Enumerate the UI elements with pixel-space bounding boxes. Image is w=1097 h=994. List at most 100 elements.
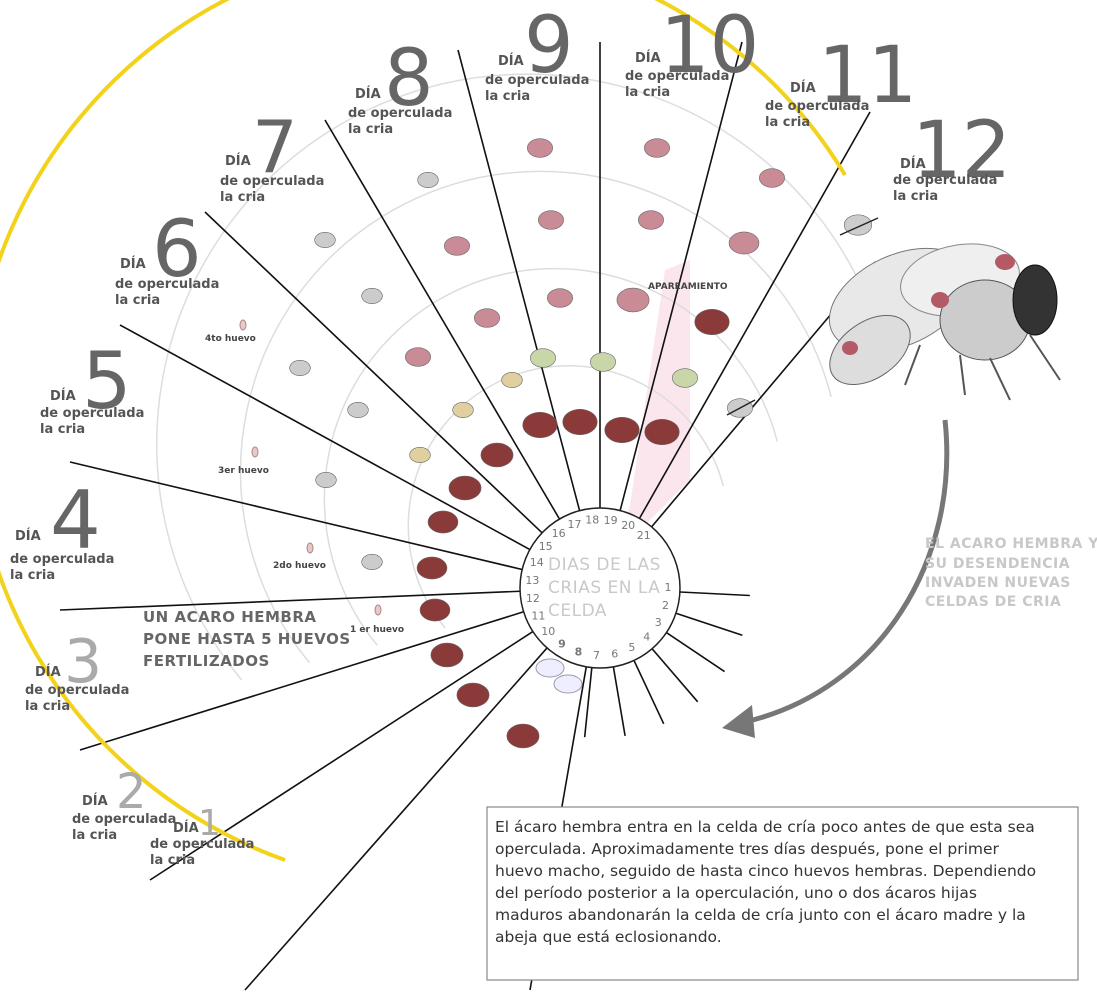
right-note: CELDAS DE CRIA <box>925 594 1061 610</box>
mite <box>419 598 451 622</box>
arrow-head <box>722 705 755 738</box>
day-subtitle: de operculada <box>348 106 452 121</box>
egg <box>239 319 247 331</box>
egg <box>374 604 382 616</box>
day-number: 12 <box>912 106 1011 196</box>
egg <box>306 542 314 554</box>
day-number: 5 <box>82 337 132 427</box>
mite <box>506 723 540 749</box>
circle-number: 6 <box>611 647 618 660</box>
tick <box>612 666 626 737</box>
mites <box>239 138 879 749</box>
right-note: SU DESENDENCIA <box>925 556 1070 572</box>
mite <box>480 442 514 468</box>
paragraph-line: abeja que está eclosionando. <box>495 928 722 946</box>
ray <box>59 590 521 611</box>
paragraph-line: maduros abandonarán la celda de cría jun… <box>495 906 1026 924</box>
mite <box>314 232 336 248</box>
day-subtitle: de operculada <box>150 837 254 852</box>
egg-label: 3er huevo <box>218 466 269 476</box>
day-word: DÍA <box>498 53 524 69</box>
circle-number: 18 <box>585 513 599 526</box>
mating-sector <box>600 260 690 588</box>
circle-number: 5 <box>628 641 635 654</box>
circle-number: 12 <box>526 592 540 605</box>
egg-label: 2do huevo <box>273 561 326 571</box>
mite <box>562 408 598 436</box>
day-subtitle: de operculada <box>625 69 729 84</box>
mite <box>361 554 383 570</box>
circle-number: 7 <box>593 649 600 662</box>
right-note: EL ACARO HEMBRA Y <box>925 536 1097 552</box>
mite <box>644 138 670 158</box>
circle-number: 10 <box>541 625 555 638</box>
tick <box>633 660 665 725</box>
day-number: 8 <box>384 34 434 124</box>
day-subtitle: la cria <box>893 189 938 204</box>
day-number: 7 <box>252 105 298 189</box>
circle-number: 13 <box>525 574 539 587</box>
mite <box>616 287 650 313</box>
pupa <box>535 658 565 678</box>
day-word: DÍA <box>900 156 926 172</box>
egg <box>251 446 259 458</box>
mite <box>361 288 383 304</box>
day-word: DÍA <box>173 820 199 836</box>
ray <box>638 111 871 519</box>
mite <box>448 475 482 501</box>
day-subtitle: la cria <box>348 122 393 137</box>
arrow <box>744 419 950 725</box>
mite <box>530 348 556 368</box>
mating-label: APAREAMIENTO <box>648 282 728 292</box>
mite <box>456 682 490 708</box>
circle-number: 3 <box>655 616 662 629</box>
day-subtitle: de operculada <box>485 73 589 88</box>
tick <box>651 648 699 703</box>
day-subtitle: la cria <box>10 568 55 583</box>
ray <box>457 49 581 511</box>
day-subtitle: de operculada <box>72 812 176 827</box>
day-word: DÍA <box>635 50 661 66</box>
tick <box>583 667 593 738</box>
mite <box>604 416 640 444</box>
left-note: PONE HASTA 5 HUEVOS <box>143 630 351 648</box>
ray <box>619 41 743 511</box>
circle-number: 14 <box>530 556 544 569</box>
day-word: DÍA <box>790 80 816 96</box>
circle-number: 11 <box>531 610 545 623</box>
strike <box>726 399 756 416</box>
day-word: DÍA <box>120 256 146 272</box>
mite <box>728 231 760 255</box>
circle-number: 20 <box>621 519 635 532</box>
mite <box>501 372 523 388</box>
paragraph-line: operculada. Aproximadamente tres días de… <box>495 840 1000 858</box>
day-subtitle: la cria <box>150 853 195 868</box>
ray <box>149 630 534 881</box>
mite <box>644 418 680 446</box>
paragraph-line: El ácaro hembra entra en la celda de crí… <box>495 818 1035 836</box>
yellow-arc <box>0 0 847 862</box>
circle-number: 4 <box>643 630 650 643</box>
circle-number: 19 <box>604 514 618 527</box>
day-number: 9 <box>524 1 574 91</box>
day-subtitle: de operculada <box>10 552 114 567</box>
paragraph-line: del período posterior a la operculación,… <box>495 884 977 902</box>
strike <box>839 217 879 236</box>
day-number: 1 <box>198 803 221 844</box>
day-subtitle: de operculada <box>40 406 144 421</box>
day-word: DÍA <box>35 664 61 680</box>
day-number: 4 <box>50 474 101 567</box>
center-title: DIAS DE LAS <box>548 555 661 575</box>
mite <box>430 642 464 668</box>
center-title: CRIAS EN LA <box>548 578 660 598</box>
left-note: UN ACARO HEMBRA <box>143 608 317 626</box>
circle-number: 1 <box>665 581 672 594</box>
day-subtitle: de operculada <box>25 683 129 698</box>
egg-label: 4to huevo <box>205 334 256 344</box>
left-note: FERTILIZADOS <box>143 652 270 670</box>
day-number: 11 <box>818 31 917 121</box>
day-subtitle: la cria <box>40 422 85 437</box>
day-word: DÍA <box>225 153 251 169</box>
center-circle <box>519 507 681 669</box>
ray <box>119 324 531 551</box>
